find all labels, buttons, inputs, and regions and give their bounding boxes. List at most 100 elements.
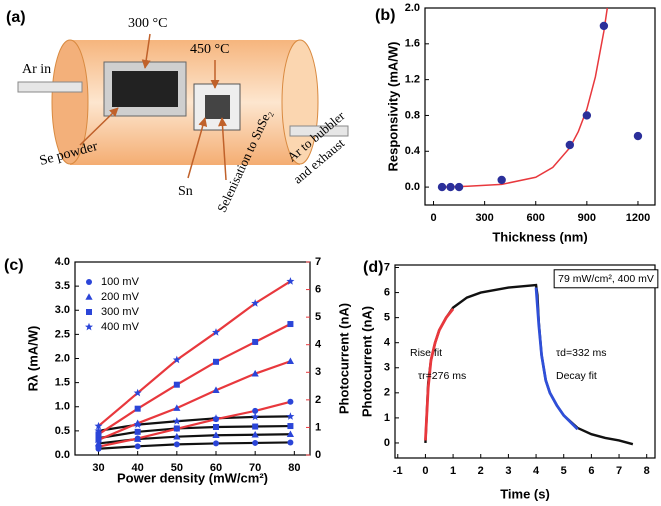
- x-tick-label: 2: [478, 465, 484, 477]
- point: [599, 21, 609, 31]
- y-tick-label: 1.5: [55, 377, 70, 389]
- y-tick-label: 0.0: [55, 449, 70, 461]
- x-tick-label: 50: [171, 462, 183, 474]
- marker: [134, 443, 141, 450]
- series-line: [97, 323, 291, 436]
- marker: [251, 412, 260, 421]
- arrow: [79, 107, 119, 146]
- marker: [212, 386, 220, 394]
- marker: [173, 404, 181, 411]
- y-axis-title: Photocurrent (nA): [359, 306, 374, 417]
- arrow: [187, 117, 208, 179]
- x-tick-label: 8: [644, 465, 650, 477]
- x-tick-label: 70: [249, 462, 261, 474]
- outlet-pipe: [289, 125, 349, 137]
- point: [437, 182, 447, 192]
- marker: [286, 412, 295, 420]
- marker: [172, 355, 181, 364]
- y-tick-label: 2.0: [405, 2, 420, 14]
- marker: [134, 405, 141, 412]
- legend-label: 200 mV: [101, 291, 140, 303]
- series-line: [98, 441, 291, 450]
- y2-tick-label: 2: [315, 394, 321, 406]
- marker: [134, 419, 142, 427]
- legend-label: 300 mV: [101, 306, 140, 318]
- y-axis-title: Responsivity (mA/W): [385, 41, 400, 171]
- legend-marker: [85, 293, 93, 300]
- y-tick-label: 2: [384, 387, 390, 399]
- y2-tick-label: 0: [315, 449, 321, 461]
- marker: [286, 357, 295, 365]
- point: [633, 131, 643, 141]
- annotation: τr=276 ms: [418, 370, 466, 382]
- marker: [213, 440, 219, 447]
- marker: [252, 423, 259, 430]
- label: Sn: [178, 184, 193, 199]
- point: [497, 175, 506, 185]
- y-tick-label: 1: [384, 412, 390, 424]
- y2-tick-label: 3: [315, 366, 321, 378]
- y-tick-label: 1.0: [55, 401, 70, 413]
- marker: [133, 388, 142, 397]
- x-tick-label: 7: [616, 465, 622, 477]
- marker: [286, 430, 295, 438]
- y2-tick-label: 4: [315, 339, 322, 351]
- legend-label: 400 mV: [101, 321, 140, 333]
- x-tick-label: 80: [288, 462, 300, 474]
- series-line: [97, 280, 292, 427]
- series-line: [534, 287, 579, 431]
- se-powder: [112, 71, 178, 107]
- legend-marker: [86, 309, 92, 315]
- x-tick-label: 30: [92, 462, 104, 474]
- y2-tick-label: 7: [315, 256, 321, 268]
- series-line: [98, 400, 291, 448]
- marker: [251, 299, 260, 307]
- y2-tick-label: 1: [315, 421, 321, 433]
- annotation: Decay fit: [556, 370, 597, 382]
- x-axis-title: Time (s): [500, 486, 550, 501]
- marker: [213, 416, 219, 423]
- x-tick-label: 1200: [626, 212, 650, 224]
- series-line: [424, 283, 634, 446]
- marker: [172, 417, 181, 425]
- point: [582, 111, 592, 120]
- label: Ar in: [22, 62, 51, 77]
- plot-frame: [424, 7, 656, 206]
- tube-end: [51, 39, 89, 165]
- panel-label: (b): [375, 7, 395, 24]
- marker: [94, 421, 103, 430]
- x-tick-label: 3: [505, 465, 511, 477]
- panel-label: (a): [6, 9, 26, 26]
- x-axis-title: Thickness (nm): [492, 229, 587, 244]
- legend-marker: [86, 279, 92, 285]
- x-axis-title: Power density (mW/cm²): [117, 470, 268, 485]
- marker: [95, 443, 102, 450]
- marker: [173, 381, 180, 388]
- y-tick-label: 3.0: [55, 304, 70, 316]
- marker: [173, 425, 180, 432]
- marker: [252, 439, 259, 446]
- y-tick-label: 0.4: [405, 145, 421, 157]
- arrow: [141, 33, 151, 69]
- y-axis-title: Rλ (mA/W): [25, 326, 40, 392]
- y2-axis-title: Photocurrent (nA): [336, 303, 351, 414]
- panel-label: (c): [4, 257, 24, 274]
- annotation: Rise fit: [410, 347, 442, 359]
- panel-a: (a) Ar in 300 °C 450 °C Se powder Sn Sel…: [6, 9, 349, 215]
- y-tick-label: 2.5: [55, 328, 70, 340]
- marker: [287, 321, 294, 328]
- annotation: τd=332 ms: [556, 347, 607, 359]
- y-tick-label: 3: [384, 362, 390, 374]
- marker: [286, 277, 295, 285]
- marker: [251, 369, 259, 377]
- arrow: [218, 117, 228, 181]
- marker: [252, 338, 259, 345]
- y-tick-label: 7: [384, 261, 390, 273]
- y-tick-label: 1.2: [405, 74, 420, 86]
- point: [446, 182, 455, 192]
- y-tick-label: 3.5: [55, 280, 70, 292]
- x-tick-label: 40: [132, 462, 144, 474]
- x-tick-label: 300: [475, 212, 493, 224]
- annotation: 79 mW/cm², 400 mV: [558, 273, 654, 285]
